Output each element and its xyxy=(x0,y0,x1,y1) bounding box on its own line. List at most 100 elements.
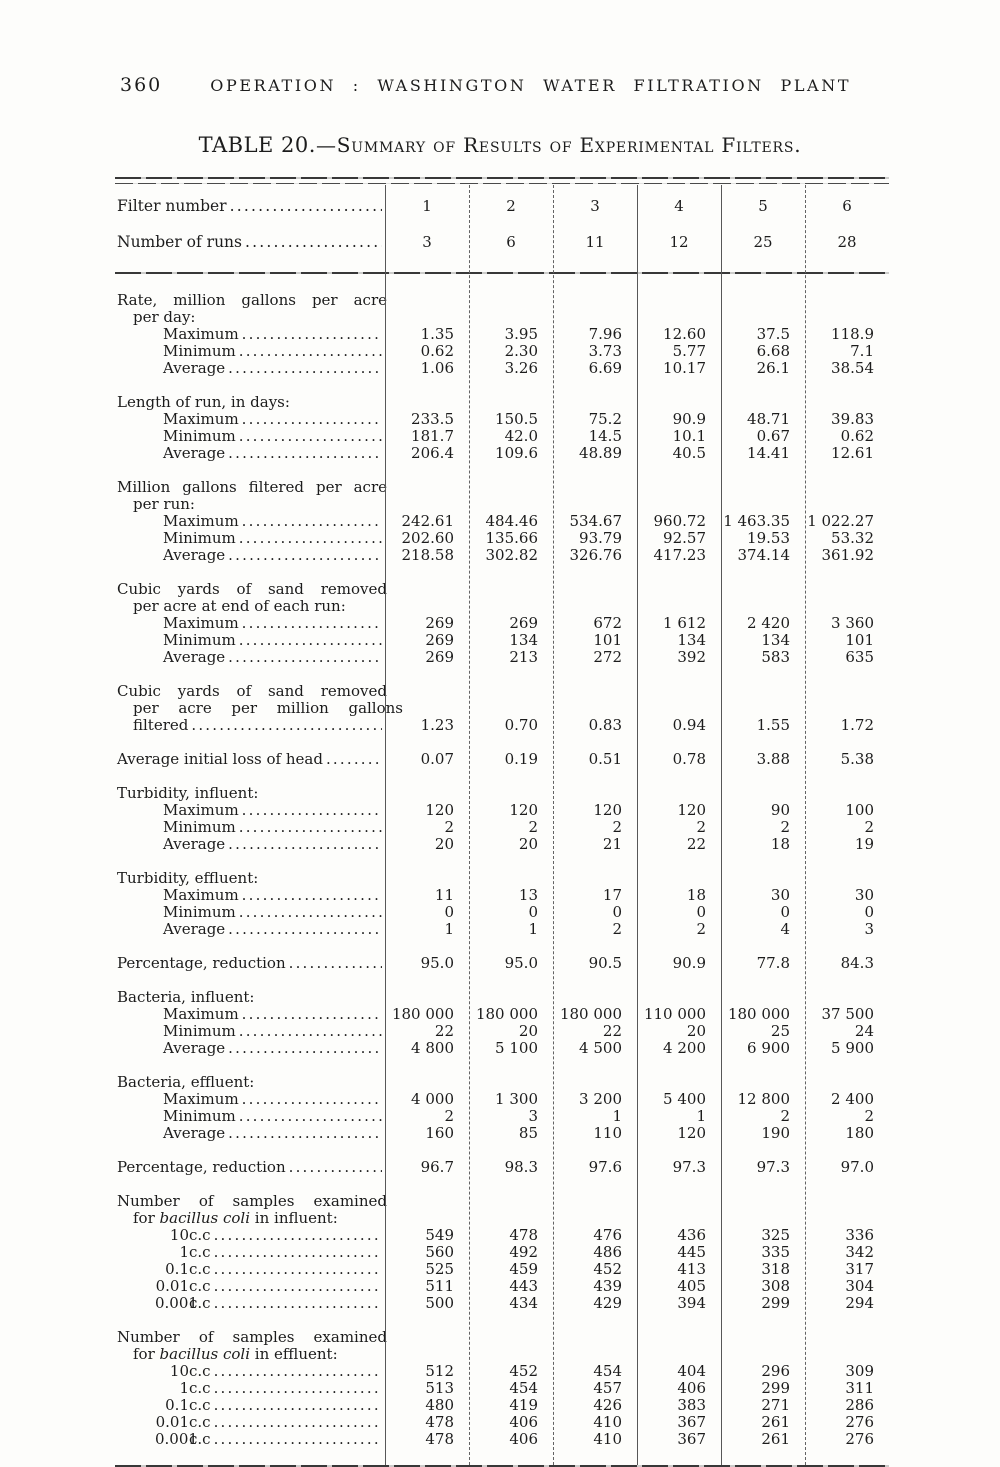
cell-value: 0.70 xyxy=(504,716,538,734)
cell-value: 0 xyxy=(444,903,454,921)
table-row: Maximum 1.35 3.95 7.96 12.60 37.5 118.9 xyxy=(115,326,889,343)
cell-value: 120 xyxy=(425,801,454,819)
row-label-text: Maximum xyxy=(163,326,239,343)
heading-text: Length of run, in days: xyxy=(117,393,290,411)
cell-value: 110 xyxy=(593,1124,622,1142)
cell-value: 672 xyxy=(593,614,622,632)
row-label-text: filtered xyxy=(133,717,189,734)
dot-leader xyxy=(242,326,382,343)
cell-value: 549 xyxy=(425,1226,454,1244)
row-label: Maximum xyxy=(115,1006,385,1023)
cell-value: 19 xyxy=(854,835,874,853)
heading-text: Number of samples examined xyxy=(117,1328,387,1346)
cell-value: 180 000 xyxy=(475,1005,538,1023)
row-label-text: Minimum xyxy=(163,819,236,836)
table-row: 10 c.c 512 452 454 404 296 309 xyxy=(115,1363,889,1380)
table-section: Bacteria, influent:Maximum 180 000 180 000… xyxy=(115,989,889,1057)
cell-value: 20 xyxy=(518,835,538,853)
row-label-text: Average xyxy=(163,836,226,853)
cell-value: 180 000 xyxy=(559,1005,622,1023)
row-label: 0.01 c.c xyxy=(115,1414,385,1431)
cell-value: 77.8 xyxy=(756,954,790,972)
cell-value: 1 xyxy=(612,1107,622,1125)
cell-value: 1 612 xyxy=(663,614,706,632)
table-title-prefix: TABLE 20. xyxy=(198,133,316,157)
cell-value: 2 xyxy=(780,1107,790,1125)
table-section: Length of run, in days:Maximum 233.5 150.5… xyxy=(115,394,889,462)
heading-text: Rate, million gallons per acre xyxy=(117,291,387,309)
cell-value: 48.89 xyxy=(579,444,622,462)
cell-value: 6 xyxy=(842,197,852,215)
cell-value: 269 xyxy=(425,631,454,649)
cc-amount: 0.1 xyxy=(165,1397,189,1414)
dot-leader xyxy=(228,649,382,666)
cell-value: 2 xyxy=(528,818,538,836)
table-header-row: Number of runs 3 6 11 12 25 28 xyxy=(115,224,889,260)
row-label: Average xyxy=(115,836,385,853)
dot-leader xyxy=(289,955,382,972)
table-row: Average 4 800 5 100 4 500 4 200 6 900 5 900 xyxy=(115,1040,889,1057)
cell-value: 276 xyxy=(845,1413,874,1431)
heading-text: per run: xyxy=(133,495,195,513)
section-heading: Rate, million gallons per acre xyxy=(115,292,387,309)
cell-value: 1 xyxy=(528,920,538,938)
cell-value: 335 xyxy=(761,1243,790,1261)
cell-value: 190 xyxy=(761,1124,790,1142)
cell-value: 486 xyxy=(593,1243,622,1261)
cell-value: 97.3 xyxy=(672,1158,706,1176)
cell-value: 271 xyxy=(761,1396,790,1414)
cell-value: 2 xyxy=(780,818,790,836)
row-label: 0.001 c.c xyxy=(115,1295,385,1312)
table-section: Turbidity, effluent:Maximum111317183030M… xyxy=(115,870,889,938)
running-header: 360 OPERATION : WASHINGTON WATER FILTRAT… xyxy=(120,74,880,96)
cell-value: 1 022.27 xyxy=(807,512,874,530)
dot-leader xyxy=(214,1295,382,1312)
section-heading: per acre at end of each run: xyxy=(115,598,403,615)
heading-text: per acre at end of each run: xyxy=(133,597,346,615)
cell-value: 2 xyxy=(612,920,622,938)
cell-value: 367 xyxy=(677,1430,706,1448)
cell-value: 0.94 xyxy=(672,716,706,734)
cell-value: 476 xyxy=(593,1226,622,1244)
row-label-text: Average xyxy=(163,547,226,564)
cell-value: 22 xyxy=(602,1022,622,1040)
cell-value: 318 xyxy=(761,1260,790,1278)
cell-value: 317 xyxy=(845,1260,874,1278)
dot-leader xyxy=(289,1159,382,1176)
row-label: 10 c.c xyxy=(115,1227,385,1244)
row-label: 0.1 c.c xyxy=(115,1397,385,1414)
cell-value: 0.62 xyxy=(420,342,454,360)
dot-leader xyxy=(214,1227,382,1244)
table-row: 0.01 c.c 478 406 410 367 261 276 xyxy=(115,1414,889,1431)
cell-value: 4 xyxy=(780,920,790,938)
row-label: Number of runs xyxy=(115,233,385,251)
heading-text: Million gallons filtered per acre xyxy=(117,478,387,496)
cell-value: 12.61 xyxy=(831,444,874,462)
dot-leader xyxy=(228,921,382,938)
cell-value: 0.62 xyxy=(840,427,874,445)
section-heading: Bacteria, effluent: xyxy=(115,1074,387,1091)
cell-value: 452 xyxy=(593,1260,622,1278)
table-row: Average 1 1 2 2 4 3 xyxy=(115,921,889,938)
cell-value: 392 xyxy=(677,648,706,666)
dot-leader xyxy=(214,1380,382,1397)
heading-text: Number of samples examined xyxy=(117,1192,387,1210)
cell-value: 22 xyxy=(686,835,706,853)
cell-value: 134 xyxy=(677,631,706,649)
section-heading: Turbidity, influent: xyxy=(115,785,387,802)
table-row: Maximum 4 000 1 300 3 200 5 400 12 800 2 400 xyxy=(115,1091,889,1108)
table-row: Minimum 2 3 1 1 2 2 xyxy=(115,1108,889,1125)
table-section: Turbidity, influent:Maximum 120 120 120 120 9… xyxy=(115,785,889,853)
cell-value: 48.71 xyxy=(747,410,790,428)
row-label: Maximum xyxy=(115,615,385,632)
cc-unit: c.c xyxy=(189,1414,211,1431)
row-label-text: Minimum xyxy=(163,632,236,649)
cell-value: 19.53 xyxy=(747,529,790,547)
cell-value: 150.5 xyxy=(495,410,538,428)
cell-value: 206.4 xyxy=(411,444,454,462)
cell-value: 296 xyxy=(761,1362,790,1380)
cc-unit: c.c xyxy=(189,1227,211,1244)
cell-value: 960.72 xyxy=(653,512,707,530)
cell-value: 93.79 xyxy=(579,529,622,547)
running-header-text: OPERATION : WASHINGTON WATER FILTRATION … xyxy=(210,76,852,95)
